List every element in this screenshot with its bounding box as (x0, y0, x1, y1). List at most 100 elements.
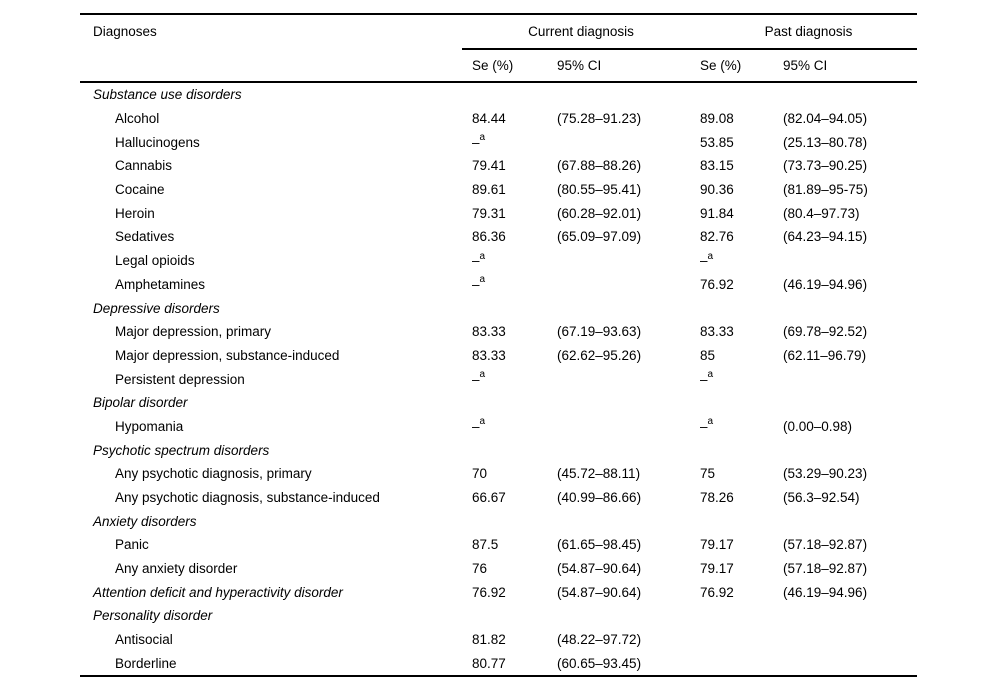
se-current-cell: –a (472, 250, 486, 269)
se-past-cell: 83.15 (700, 158, 734, 174)
diagnosis-label: Any psychotic diagnosis, substance-induc… (115, 490, 380, 506)
diagnosis-label: Persistent depression (115, 371, 245, 387)
se-past-cell (700, 651, 783, 678)
ci-current-cell: (61.65–98.45) (557, 537, 642, 553)
se-current-cell: 79.31 (472, 205, 506, 221)
ci-current-cell: (45.72–88.11) (557, 466, 641, 482)
ci-past-cell (783, 509, 917, 533)
se-current-cell: 81.82 (472, 632, 506, 648)
ci-past-cell (783, 651, 917, 678)
table-body: Substance use disorders Alcohol 84.44 (75.2… (80, 82, 917, 678)
footnote-marker: a (707, 416, 714, 428)
se-current-cell: 76.92 (472, 584, 506, 600)
se-current-cell (462, 604, 557, 628)
ci-current-cell: (48.22–97.72) (557, 632, 642, 648)
diagnosis-label: Depressive disorders (93, 300, 220, 316)
se-current-cell (462, 438, 557, 462)
se-past-cell: –a (700, 250, 714, 269)
se-past-cell (700, 296, 783, 320)
se-past-cell: 53.85 (700, 134, 734, 150)
ci-current-cell (557, 415, 700, 439)
footnote-marker: a (707, 369, 714, 381)
table-row: Any psychotic diagnosis, substance-induc… (80, 486, 917, 510)
diagnosis-label: Personality disorder (93, 608, 213, 624)
se-current-cell: –a (472, 416, 486, 434)
se-past-cell: 79.17 (700, 561, 734, 577)
table-row: Alcohol 84.44 (75.28–91.23) 89.08 (82.04–94.… (80, 107, 917, 131)
ci-past-cell: (56.3–92.54) (783, 490, 860, 506)
ci-past-cell (783, 438, 917, 462)
ci-past-cell: (0.00–0.98) (783, 418, 853, 434)
se-past-cell: 75 (700, 466, 716, 482)
ci-past-cell: (80.4–97.73) (783, 205, 860, 221)
diagnosis-label: Alcohol (115, 111, 160, 127)
ci-current-cell: (67.19–93.63) (557, 324, 642, 340)
column-header-ci-past: 95% CI (783, 49, 917, 83)
ci-current-cell: (62.62–95.26) (557, 347, 642, 363)
column-group-past-diagnosis: Past diagnosis (700, 14, 917, 50)
diagnosis-label: Any anxiety disorder (115, 561, 238, 577)
se-current-cell (462, 82, 557, 107)
se-current-cell: 70 (472, 466, 488, 482)
se-current-cell: –a (472, 132, 486, 150)
se-past-cell: 78.26 (700, 490, 734, 506)
se-past-cell: 89.08 (700, 111, 734, 127)
ci-past-cell: (46.19–94.96) (783, 276, 868, 292)
ci-past-cell: (73.73–90.25) (783, 158, 868, 174)
footnote-marker: a (479, 250, 486, 262)
ci-current-cell: (54.87–90.64) (557, 584, 642, 600)
footnote-marker: a (479, 274, 486, 286)
footnote-marker: a (707, 250, 714, 262)
ci-current-cell (557, 130, 700, 154)
diagnosis-label: Antisocial (115, 632, 173, 648)
diagnosis-label: Bipolar disorder (93, 395, 188, 411)
se-current-cell: –a (472, 274, 486, 292)
se-past-cell: 85 (700, 347, 716, 363)
se-past-cell (700, 509, 783, 533)
diagnosis-label: Attention deficit and hyperactivity diso… (93, 584, 343, 600)
se-current-cell: 87.5 (472, 537, 499, 553)
se-current-cell: 86.36 (472, 229, 506, 245)
diagnosis-label: Cannabis (115, 158, 173, 174)
footnote-marker: a (479, 132, 486, 144)
ci-current-cell: (80.55–95.41) (557, 182, 642, 198)
section-row: Anxiety disorders (80, 509, 917, 533)
ci-past-cell: (62.11–96.79) (783, 347, 867, 363)
diagnosis-label: Legal opioids (115, 253, 195, 269)
ci-past-cell (783, 367, 917, 391)
sub-header-row: Se (%) 95% CI Se (%) 95% CI (80, 49, 917, 83)
section-row: Personality disorder (80, 604, 917, 628)
table-row: Cocaine 89.61 (80.55–95.41) 90.36 (81.89–95-… (80, 178, 917, 202)
table-row: Any anxiety disorder 76 (54.87–90.64) 79.17… (80, 557, 917, 581)
ci-past-cell: (25.13–80.78) (783, 134, 868, 150)
ci-past-cell: (53.29–90.23) (783, 466, 868, 482)
footnote-marker: a (479, 416, 486, 428)
diagnosis-label: Cocaine (115, 182, 165, 198)
ci-current-cell (557, 296, 700, 320)
ci-current-cell: (40.99–86.66) (557, 490, 642, 506)
table-row: Amphetamines –a 76.92 (46.19–94.96) (80, 273, 917, 297)
diagnosis-label: Major depression, primary (115, 324, 272, 340)
se-past-cell: 76.92 (700, 584, 734, 600)
diagnosis-label: Hypomania (115, 418, 184, 434)
diagnosis-label: Anxiety disorders (93, 513, 197, 529)
se-past-cell: 83.33 (700, 324, 734, 340)
se-past-cell: –a (700, 416, 714, 434)
footnote-marker: a (479, 369, 486, 381)
section-row: Psychotic spectrum disorders (80, 438, 917, 462)
se-current-cell: 80.77 (462, 651, 557, 678)
ci-past-cell (783, 82, 917, 107)
table-row: Hallucinogens –a 53.85 (25.13–80.78) (80, 130, 917, 154)
spanner-header-row: Diagnoses Current diagnosis Past diagnos… (80, 14, 917, 83)
ci-current-cell: (67.88–88.26) (557, 158, 642, 174)
column-header-ci-current: 95% CI (557, 49, 700, 83)
ci-past-cell (783, 391, 917, 415)
se-current-cell: 83.33 (472, 324, 506, 340)
table-row: Borderline 80.77 (60.65–93.45) (80, 651, 917, 678)
se-current-cell: 83.33 (472, 347, 506, 363)
ci-past-cell: (46.19–94.96) (783, 584, 868, 600)
ci-current-cell: (65.09–97.09) (557, 229, 642, 245)
diagnosis-label: Amphetamines (115, 276, 206, 292)
ci-past-cell (783, 604, 917, 628)
column-header-se-past: Se (%) (700, 49, 783, 83)
